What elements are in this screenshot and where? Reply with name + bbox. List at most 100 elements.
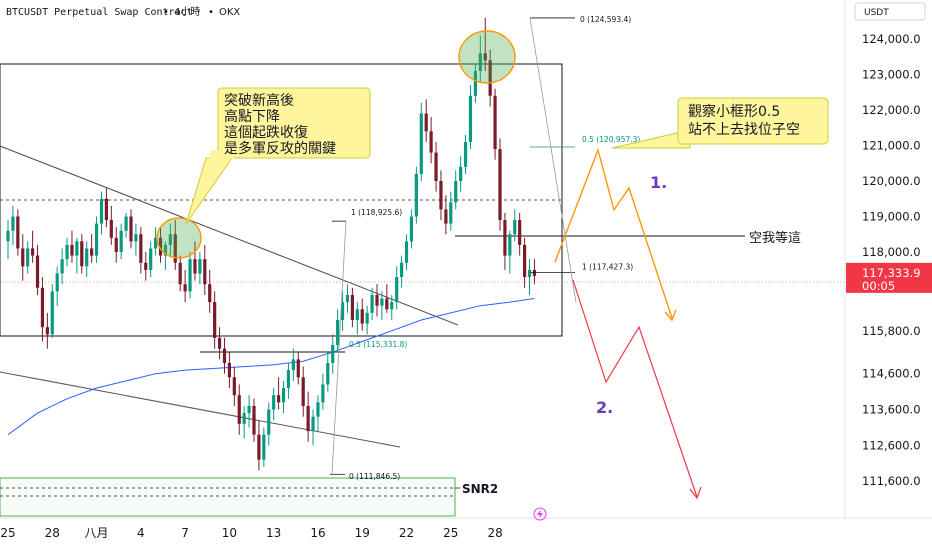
- candle[interactable]: [326, 352, 330, 392]
- candle[interactable]: [277, 377, 281, 410]
- breakout-highlight-circle[interactable]: [156, 217, 202, 259]
- right-note[interactable]: 觀察小框形0.5 站不上去找位子空: [611, 97, 829, 149]
- candle[interactable]: [513, 209, 517, 242]
- candle[interactable]: [80, 234, 84, 274]
- candle[interactable]: [473, 63, 477, 103]
- candle[interactable]: [459, 156, 463, 192]
- candle[interactable]: [163, 241, 168, 270]
- candle[interactable]: [375, 284, 379, 317]
- candle[interactable]: [242, 405, 246, 439]
- candle[interactable]: [488, 49, 492, 107]
- currency-badge[interactable]: USDT: [854, 2, 926, 21]
- candle[interactable]: [213, 291, 217, 349]
- candle[interactable]: [444, 195, 448, 235]
- candle[interactable]: [232, 366, 236, 406]
- scenario-1-path[interactable]: [554, 147, 673, 319]
- candle[interactable]: [257, 420, 261, 471]
- candle[interactable]: [119, 223, 123, 260]
- candle[interactable]: [424, 99, 428, 142]
- candle[interactable]: [267, 402, 271, 446]
- scenario-2-path[interactable]: [572, 279, 698, 498]
- candle[interactable]: [360, 298, 364, 331]
- candle[interactable]: [104, 188, 108, 228]
- candle[interactable]: [331, 334, 335, 374]
- candle[interactable]: [419, 102, 423, 181]
- snr2-box[interactable]: [0, 477, 456, 517]
- candle[interactable]: [400, 255, 404, 288]
- candle[interactable]: [154, 227, 158, 256]
- candle[interactable]: [129, 209, 133, 249]
- candle[interactable]: [498, 138, 502, 231]
- candle[interactable]: [70, 230, 74, 263]
- candle[interactable]: [404, 234, 409, 270]
- candle[interactable]: [217, 327, 222, 360]
- moving-average-line[interactable]: [7, 298, 535, 436]
- candle[interactable]: [345, 284, 350, 313]
- candle[interactable]: [523, 237, 527, 288]
- candle[interactable]: [35, 244, 40, 295]
- candle[interactable]: [45, 312, 49, 349]
- candle[interactable]: [183, 269, 187, 303]
- candle[interactable]: [188, 252, 192, 299]
- candle[interactable]: [395, 266, 399, 310]
- candle[interactable]: [380, 291, 384, 321]
- candle[interactable]: [193, 241, 197, 281]
- candle[interactable]: [355, 302, 359, 335]
- candle[interactable]: [365, 305, 369, 335]
- current-price-tag[interactable]: [846, 262, 932, 293]
- candle[interactable]: [272, 388, 276, 421]
- candle[interactable]: [21, 234, 25, 281]
- high-highlight-circle[interactable]: [458, 30, 516, 84]
- range-box[interactable]: [0, 63, 563, 337]
- candle[interactable]: [370, 287, 374, 321]
- candle[interactable]: [173, 220, 177, 270]
- candle[interactable]: [409, 209, 414, 249]
- candle[interactable]: [281, 380, 286, 414]
- candle[interactable]: [454, 170, 458, 210]
- candle[interactable]: [114, 227, 118, 263]
- candle[interactable]: [139, 227, 143, 274]
- candle[interactable]: [6, 220, 10, 260]
- candle[interactable]: [493, 88, 497, 160]
- candle[interactable]: [144, 252, 148, 281]
- candle[interactable]: [55, 266, 59, 306]
- candle[interactable]: [316, 395, 320, 431]
- candle[interactable]: [168, 223, 172, 256]
- candle[interactable]: [85, 241, 89, 278]
- candle[interactable]: [390, 294, 394, 321]
- candle[interactable]: [178, 255, 182, 292]
- candle[interactable]: [301, 366, 305, 417]
- candle[interactable]: [483, 17, 487, 71]
- candle[interactable]: [478, 35, 482, 82]
- candle[interactable]: [60, 248, 64, 285]
- candle[interactable]: [158, 227, 163, 263]
- candle[interactable]: [429, 117, 433, 164]
- candle[interactable]: [94, 216, 99, 263]
- candle[interactable]: [16, 209, 20, 256]
- candle[interactable]: [208, 269, 212, 313]
- candle[interactable]: [336, 309, 340, 353]
- candle[interactable]: [227, 352, 231, 389]
- candle[interactable]: [11, 205, 15, 245]
- candle[interactable]: [449, 191, 453, 231]
- event-lightning-icon[interactable]: [533, 507, 547, 521]
- candle[interactable]: [503, 212, 507, 270]
- candle[interactable]: [90, 234, 94, 263]
- candle[interactable]: [527, 259, 532, 295]
- candle[interactable]: [99, 191, 104, 235]
- left-note[interactable]: 突破新高後 高點下降 這個起跌收復 是多軍反攻的關鍵: [185, 87, 371, 225]
- candle[interactable]: [291, 348, 295, 381]
- candle[interactable]: [50, 284, 54, 338]
- candle[interactable]: [311, 409, 315, 446]
- candle[interactable]: [26, 241, 30, 274]
- candle[interactable]: [340, 291, 345, 331]
- timeframe-label[interactable]: 4小時: [174, 6, 200, 18]
- lower-trendline[interactable]: [0, 371, 401, 448]
- candle[interactable]: [306, 391, 310, 442]
- candle[interactable]: [203, 244, 207, 295]
- candle[interactable]: [124, 212, 128, 238]
- candle[interactable]: [198, 252, 202, 285]
- candle[interactable]: [237, 384, 241, 435]
- candle[interactable]: [463, 134, 468, 174]
